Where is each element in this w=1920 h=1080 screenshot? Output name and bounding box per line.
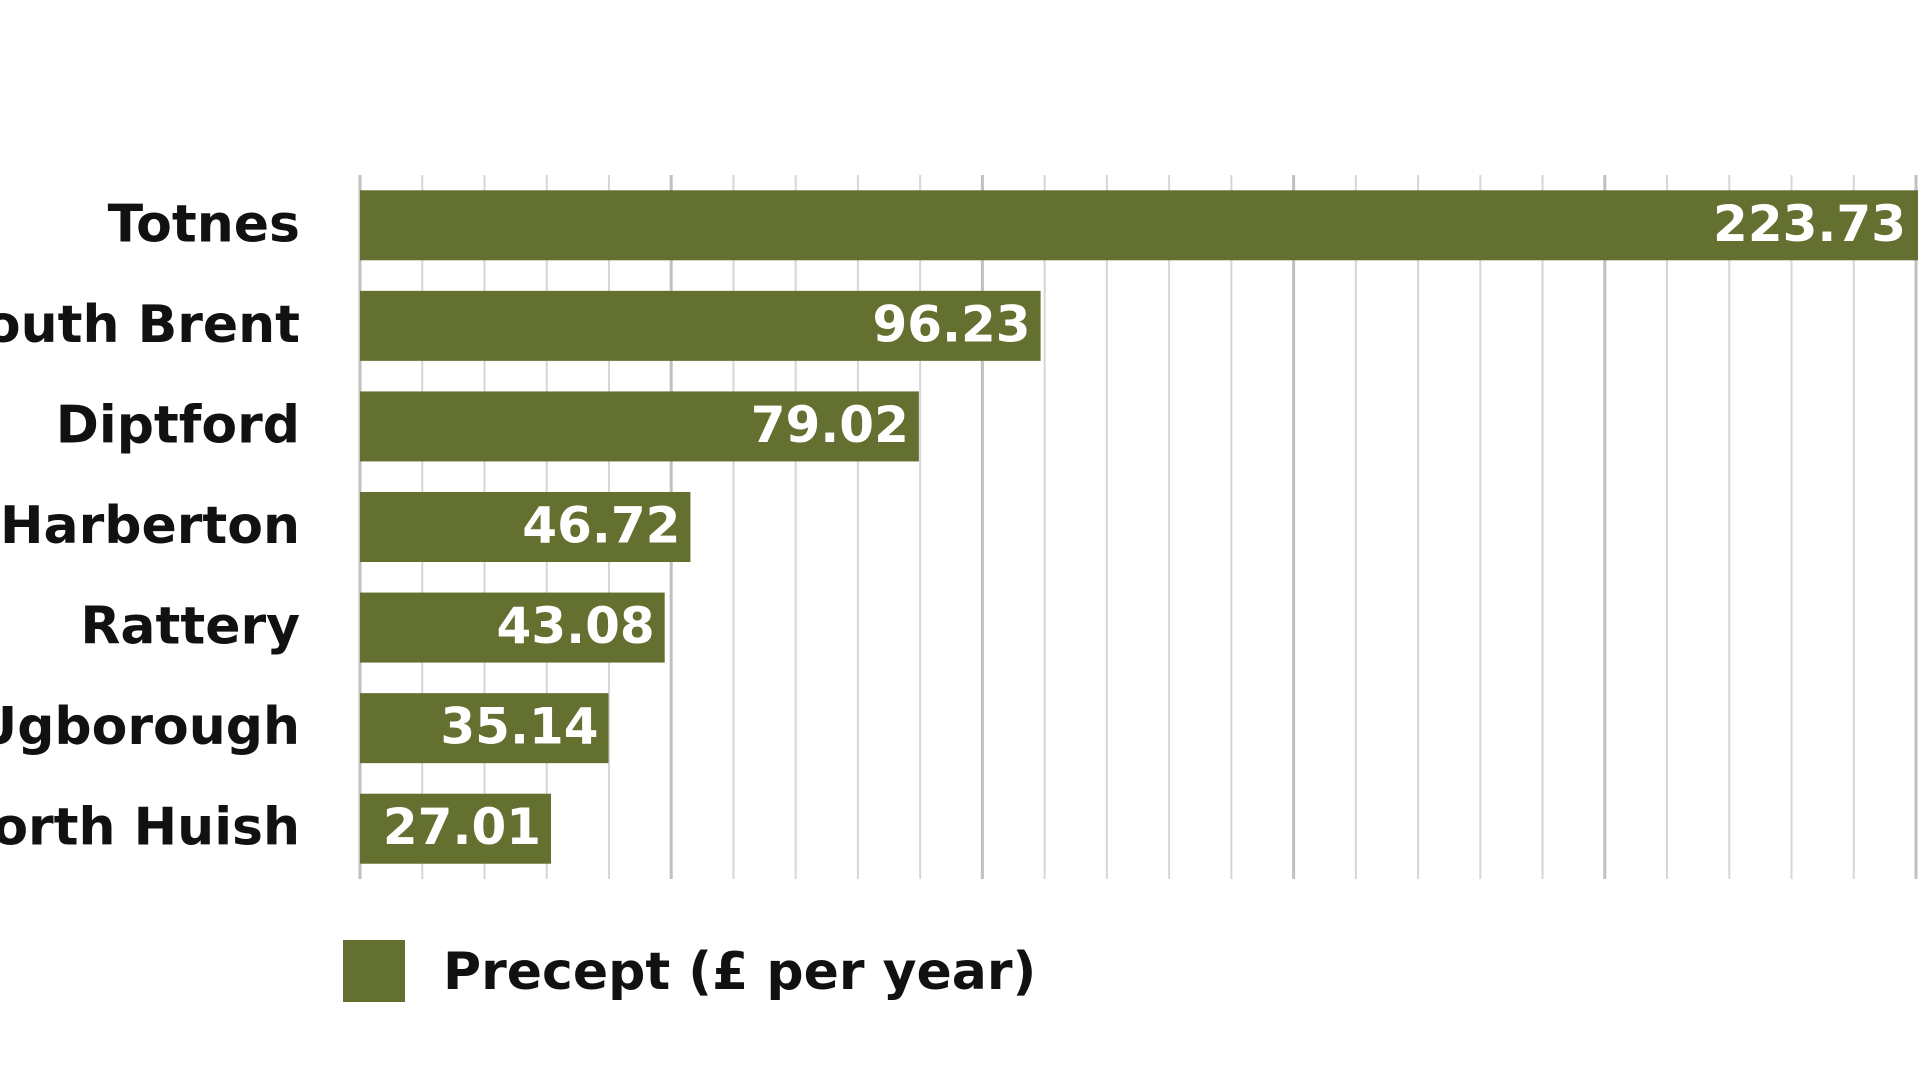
value-label: 43.08 [497,597,655,655]
value-label: 223.73 [1713,195,1906,253]
bar [360,492,691,562]
bar [360,190,1918,261]
y-tick-label: Totnes [108,194,300,254]
bars [360,190,1918,864]
y-tick-label: South Brent [0,295,300,355]
legend: Precept (£ per year) [343,940,1036,1002]
y-tick-label: Diptford [56,395,300,455]
value-label: 35.14 [440,698,598,756]
bar [360,592,665,663]
value-label: 96.23 [872,295,1030,353]
bar [360,793,552,864]
legend-label: Precept (£ per year) [443,942,1036,1002]
value-label: 46.72 [522,497,680,555]
y-tick-label: Rattery [80,597,300,657]
legend-swatch [343,940,405,1002]
value-label: 79.02 [751,396,909,454]
y-tick-label: North Huish [0,798,300,858]
bar [360,391,919,462]
value-label: 27.01 [383,798,541,856]
bar [360,290,1041,361]
y-tick-label: Ugborough [0,697,300,757]
y-tick-label: Harberton [0,496,300,556]
bar [360,693,609,764]
